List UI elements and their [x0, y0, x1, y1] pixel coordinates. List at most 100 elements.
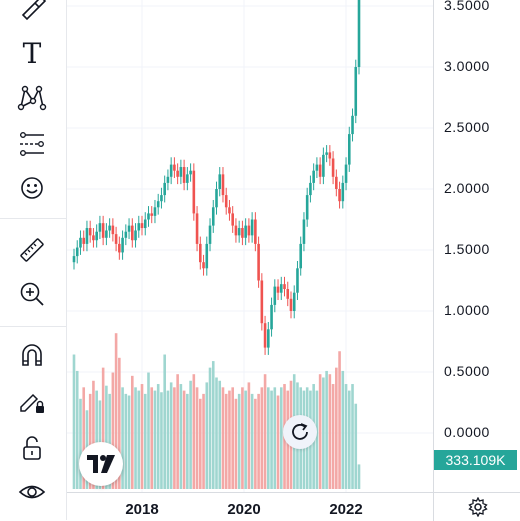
candle-body [150, 213, 154, 216]
volume-bar [88, 393, 92, 489]
candle-body [118, 243, 121, 253]
candle-body [111, 225, 115, 235]
candle-body [153, 207, 157, 216]
measure-tool-button[interactable] [6, 230, 58, 270]
candle-body [267, 329, 270, 348]
candle-body [312, 170, 315, 183]
prediction-tool-button[interactable] [6, 124, 58, 164]
volume-bar [318, 374, 322, 489]
volume-bar [202, 393, 205, 489]
candle-body [202, 262, 205, 269]
volume-bar [153, 390, 157, 489]
candle-body [72, 256, 76, 263]
candle-body [221, 174, 225, 196]
candle-body [309, 182, 312, 196]
price-axis[interactable]: 3.5000 3.0000 2.5000 2.0000 1.5000 1.000… [433, 0, 520, 492]
volume-bar [108, 393, 111, 489]
volume-bar [173, 387, 176, 489]
candle-body [179, 167, 183, 177]
zoom-in-icon [20, 282, 44, 306]
candle-body [140, 223, 144, 229]
candle-body [176, 170, 179, 177]
candle-body [160, 195, 163, 202]
candle-body [347, 134, 351, 165]
volume-bar [95, 390, 98, 489]
candle-body [315, 164, 319, 171]
volume-bar [121, 387, 124, 489]
volume-bar [244, 390, 247, 489]
volume-bar [335, 367, 338, 489]
text-tool-button[interactable]: T [6, 33, 58, 73]
candle-body [101, 223, 105, 238]
hide-drawings-button[interactable] [6, 472, 58, 512]
volume-bar [254, 398, 257, 489]
magnet-icon [22, 344, 42, 366]
candle-body [192, 170, 196, 214]
candle-body [338, 189, 341, 202]
volume-bar [357, 464, 361, 489]
chart-settings-button[interactable] [433, 492, 520, 521]
candle-body [351, 115, 354, 135]
volume-bar [241, 387, 244, 489]
ruler-icon [20, 238, 44, 262]
drawing-toolbar: T [0, 0, 67, 520]
volume-bar [218, 380, 222, 489]
candle-body [79, 237, 82, 248]
volume-bar [72, 354, 76, 489]
price-label: 0.5000 [444, 363, 490, 379]
magnet-tool-button[interactable] [6, 336, 58, 376]
time-axis[interactable]: 2018 2020 2022 [67, 492, 433, 521]
volume-bar [156, 384, 160, 489]
volume-bar [344, 384, 348, 489]
zoom-tool-button[interactable] [6, 274, 58, 314]
volume-bar [250, 393, 254, 489]
chart-pane[interactable] [67, 0, 433, 492]
price-label: 3.5000 [444, 0, 490, 13]
price-label: 2.5000 [444, 119, 490, 135]
volume-bar [354, 403, 358, 489]
time-label: 2018 [125, 501, 159, 518]
candle-body [299, 243, 303, 269]
pattern-tool-button[interactable] [6, 78, 58, 118]
candle-body [105, 230, 108, 238]
volume-bar [325, 370, 328, 489]
candle-body [88, 228, 92, 236]
candle-body [92, 235, 95, 241]
brush-tool-button[interactable] [6, 0, 58, 28]
candle-body [318, 164, 322, 177]
volume-bar [322, 377, 325, 489]
candle-body [244, 225, 247, 238]
candle-body [241, 228, 244, 238]
volume-bar [140, 384, 144, 489]
reset-chart-button[interactable] [283, 415, 317, 449]
volume-bar [79, 398, 82, 489]
volume-bar [111, 372, 115, 489]
volume-bar [182, 390, 186, 489]
candle-body [231, 213, 234, 226]
brush-icon [21, 0, 47, 21]
candle-body [237, 228, 241, 236]
volume-bar [160, 392, 163, 489]
volume-bar [221, 387, 225, 489]
candle-body [344, 164, 348, 183]
time-label: 2022 [329, 501, 363, 518]
volume-bar [234, 398, 238, 489]
candle-body [263, 323, 267, 348]
candle-body [95, 231, 98, 241]
volume-bar [105, 385, 108, 489]
candlestick-chart [67, 0, 433, 492]
candle-body [143, 219, 147, 229]
candle-body [286, 289, 290, 299]
volume-bar [195, 387, 199, 489]
volume-bar [75, 370, 79, 489]
candle-body [331, 158, 335, 177]
tradingview-logo-button[interactable] [79, 442, 123, 486]
volume-bar [150, 387, 154, 489]
lock-drawings-button[interactable] [6, 382, 58, 422]
candle-body [325, 152, 328, 155]
volume-bar [208, 367, 212, 489]
emoji-tool-button[interactable] [6, 168, 58, 208]
lock-all-button[interactable] [6, 428, 58, 468]
volume-bar [147, 372, 150, 489]
candle-body [279, 284, 283, 293]
